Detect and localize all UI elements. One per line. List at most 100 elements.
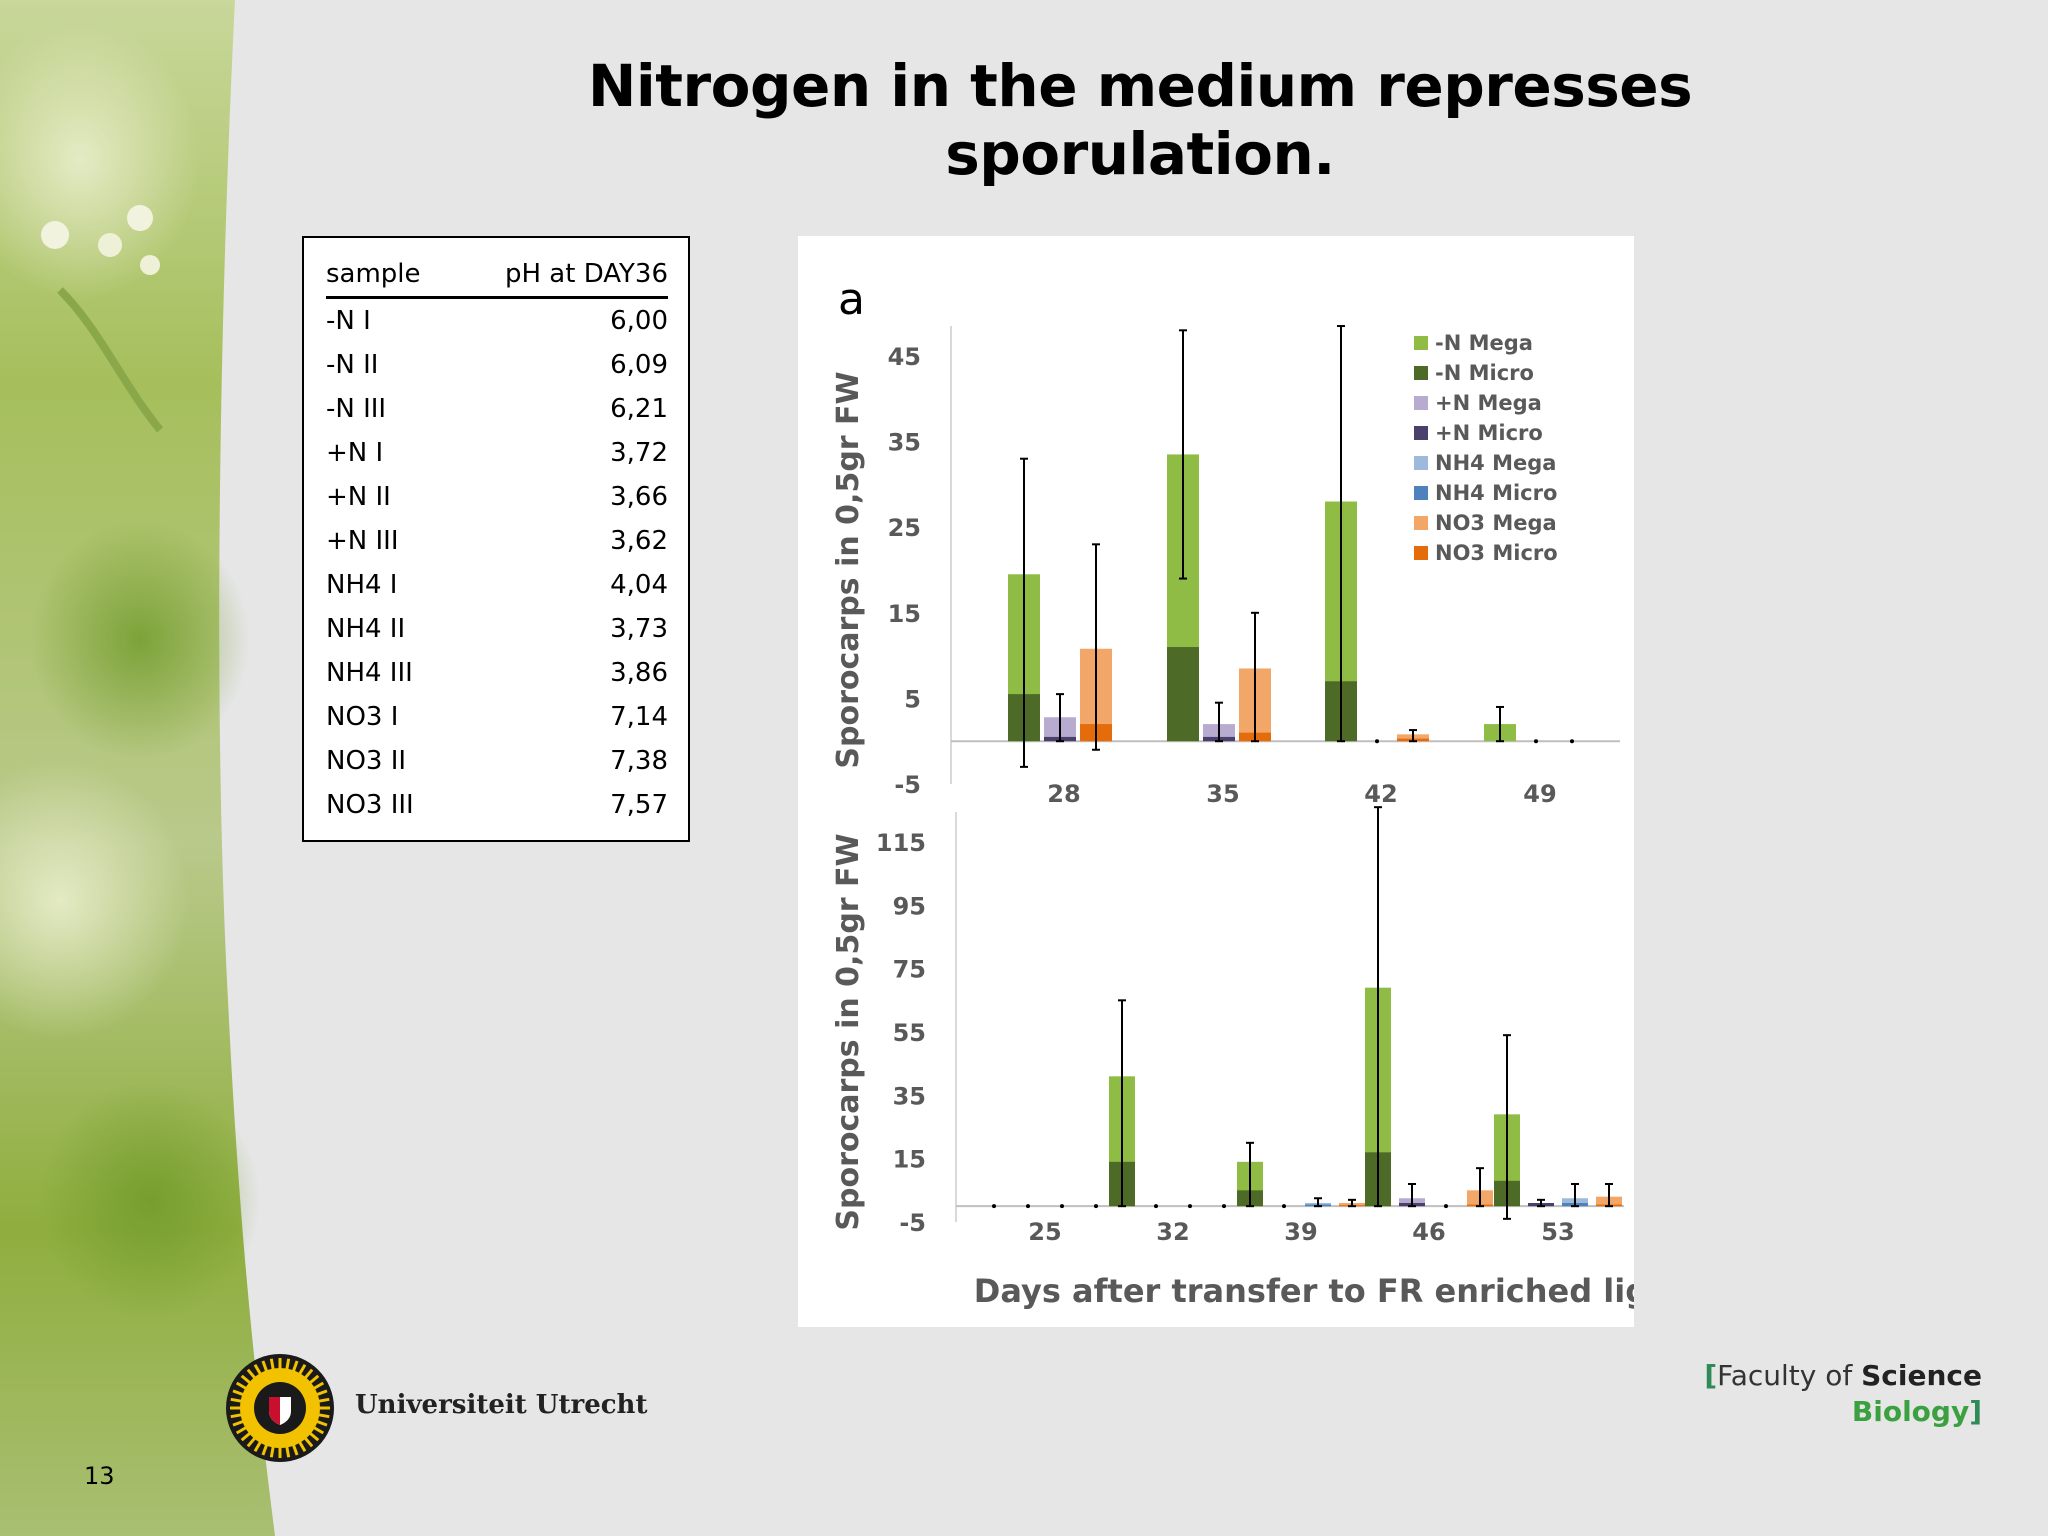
ph-cell: 6,21 [610, 394, 668, 424]
table-row: +N II 3,66 [326, 475, 668, 519]
ph-cell: 7,57 [610, 790, 668, 820]
sample-cell: +N I [326, 438, 384, 468]
ph-cell: 3,86 [610, 658, 668, 688]
y-tick-label: 15 [888, 600, 921, 628]
table-row: +N I 3,72 [326, 431, 668, 475]
slide-title: Nitrogen in the medium represses sporula… [587, 52, 1693, 188]
y-tick-label: -5 [894, 771, 921, 799]
sample-cell: NH4 I [326, 570, 398, 600]
y-tick-label: 15 [893, 1146, 926, 1174]
zero-marker [1444, 1204, 1448, 1209]
sample-cell: NH4 III [326, 658, 413, 688]
zero-marker [1026, 1204, 1030, 1209]
table-row: +N III 3,62 [326, 519, 668, 563]
ph-cell: 3,66 [610, 482, 668, 512]
x-tick-label: 35 [1206, 780, 1239, 808]
x-tick-label: 42 [1364, 780, 1397, 808]
zero-marker [1282, 1204, 1286, 1209]
legend-swatch [1414, 366, 1428, 380]
table-row: -N II 6,09 [326, 343, 668, 387]
legend-label: NH4 Micro [1435, 481, 1557, 505]
sample-cell: NO3 II [326, 746, 407, 776]
sample-cell: -N II [326, 350, 379, 380]
table-row: NH4 III 3,86 [326, 651, 668, 695]
y-axis-title: Sporocarps in 0,5gr FW [831, 371, 866, 768]
zero-marker [1534, 739, 1538, 744]
legend-label: -N Micro [1435, 361, 1534, 385]
zero-marker [1570, 739, 1574, 744]
legend-label: NH4 Mega [1435, 451, 1556, 475]
sample-cell: +N II [326, 482, 391, 512]
sample-cell: NH4 II [326, 614, 406, 644]
legend-label: +N Micro [1435, 421, 1543, 445]
table-row: -N I 6,00 [326, 298, 668, 344]
department-name: Biology [1851, 1395, 1970, 1428]
legend-label: NO3 Micro [1435, 541, 1558, 565]
ph-cell: 3,73 [610, 614, 668, 644]
ph-cell: 6,00 [610, 306, 668, 336]
faculty-label: [Faculty of Science Biology] [1704, 1358, 1982, 1430]
zero-marker [992, 1204, 996, 1209]
x-tick-label: 28 [1047, 780, 1080, 808]
legend-label: -N Mega [1435, 331, 1533, 355]
university-seal-logo [226, 1354, 334, 1462]
zero-marker [1375, 739, 1379, 744]
ph-cell: 6,09 [610, 350, 668, 380]
table-row: NH4 II 3,73 [326, 607, 668, 651]
faculty-name: Science [1861, 1359, 1982, 1392]
legend-label: NO3 Mega [1435, 511, 1557, 535]
column-header-sample: sample [326, 256, 452, 299]
sample-cell: -N I [326, 306, 371, 336]
legend-swatch [1414, 456, 1428, 470]
y-tick-label: 95 [893, 892, 926, 920]
zero-marker [1060, 1204, 1064, 1209]
ph-cell: 3,72 [610, 438, 668, 468]
table-row: NH4 I 4,04 [326, 563, 668, 607]
y-tick-label: 55 [893, 1019, 926, 1047]
ph-table-box: sample pH at DAY36 -N I 6,00 -N II 6,09 -N… [302, 236, 690, 842]
ph-cell: 7,38 [610, 746, 668, 776]
bar-micro [1167, 647, 1199, 742]
x-tick-label: 49 [1523, 780, 1556, 808]
sample-cell: NO3 III [326, 790, 414, 820]
panel-label: a [838, 274, 865, 325]
zero-marker [1154, 1204, 1158, 1209]
bracket-close: ] [1969, 1395, 1982, 1428]
legend-label: +N Mega [1435, 391, 1542, 415]
sample-cell: -N III [326, 394, 387, 424]
table-row: -N III 6,21 [326, 387, 668, 431]
sample-cell: +N III [326, 526, 399, 556]
ph-cell: 4,04 [610, 570, 668, 600]
legend-swatch [1414, 396, 1428, 410]
x-tick-label: 53 [1541, 1218, 1574, 1246]
y-tick-label: 45 [888, 343, 921, 371]
x-tick-label: 25 [1028, 1218, 1061, 1246]
bracket-open: [ [1704, 1359, 1718, 1392]
plant-photo-strip [0, 0, 275, 1536]
legend-swatch [1414, 516, 1428, 530]
faculty-prefix: Faculty of [1717, 1359, 1862, 1392]
table-row: NO3 III 7,57 [326, 783, 668, 827]
sporulation-chart-panel: 45 35 25 15 5 -5 28 35 42 49 Sporocarps in 0,5gr F… [798, 236, 1634, 1327]
y-tick-label: 35 [888, 429, 921, 457]
legend-swatch [1414, 426, 1428, 440]
page-number: 13 [84, 1462, 115, 1490]
y-tick-label: 75 [893, 956, 926, 984]
zero-marker [1188, 1204, 1192, 1209]
x-tick-label: 46 [1412, 1218, 1445, 1246]
table-row: NO3 I 7,14 [326, 695, 668, 739]
legend-swatch [1414, 336, 1428, 350]
y-tick-label: 5 [904, 685, 921, 713]
y-tick-label: -5 [899, 1209, 926, 1237]
x-axis-title: Days after transfer to FR enriched light [974, 1272, 1634, 1310]
zero-marker [1222, 1204, 1226, 1209]
ph-cell: 3,62 [610, 526, 668, 556]
zero-marker [1094, 1204, 1098, 1209]
sporulation-charts: 45 35 25 15 5 -5 28 35 42 49 Sporocarps in 0,5gr F… [831, 274, 1634, 1310]
y-tick-label: 35 [893, 1082, 926, 1110]
sample-cell: NO3 I [326, 702, 399, 732]
column-header-ph: pH at DAY36 [451, 256, 668, 299]
y-axis-title: Sporocarps in 0,5gr FW [831, 833, 866, 1230]
ph-table: sample pH at DAY36 -N I 6,00 -N II 6,09 -N… [326, 256, 668, 827]
ph-cell: 7,14 [610, 702, 668, 732]
